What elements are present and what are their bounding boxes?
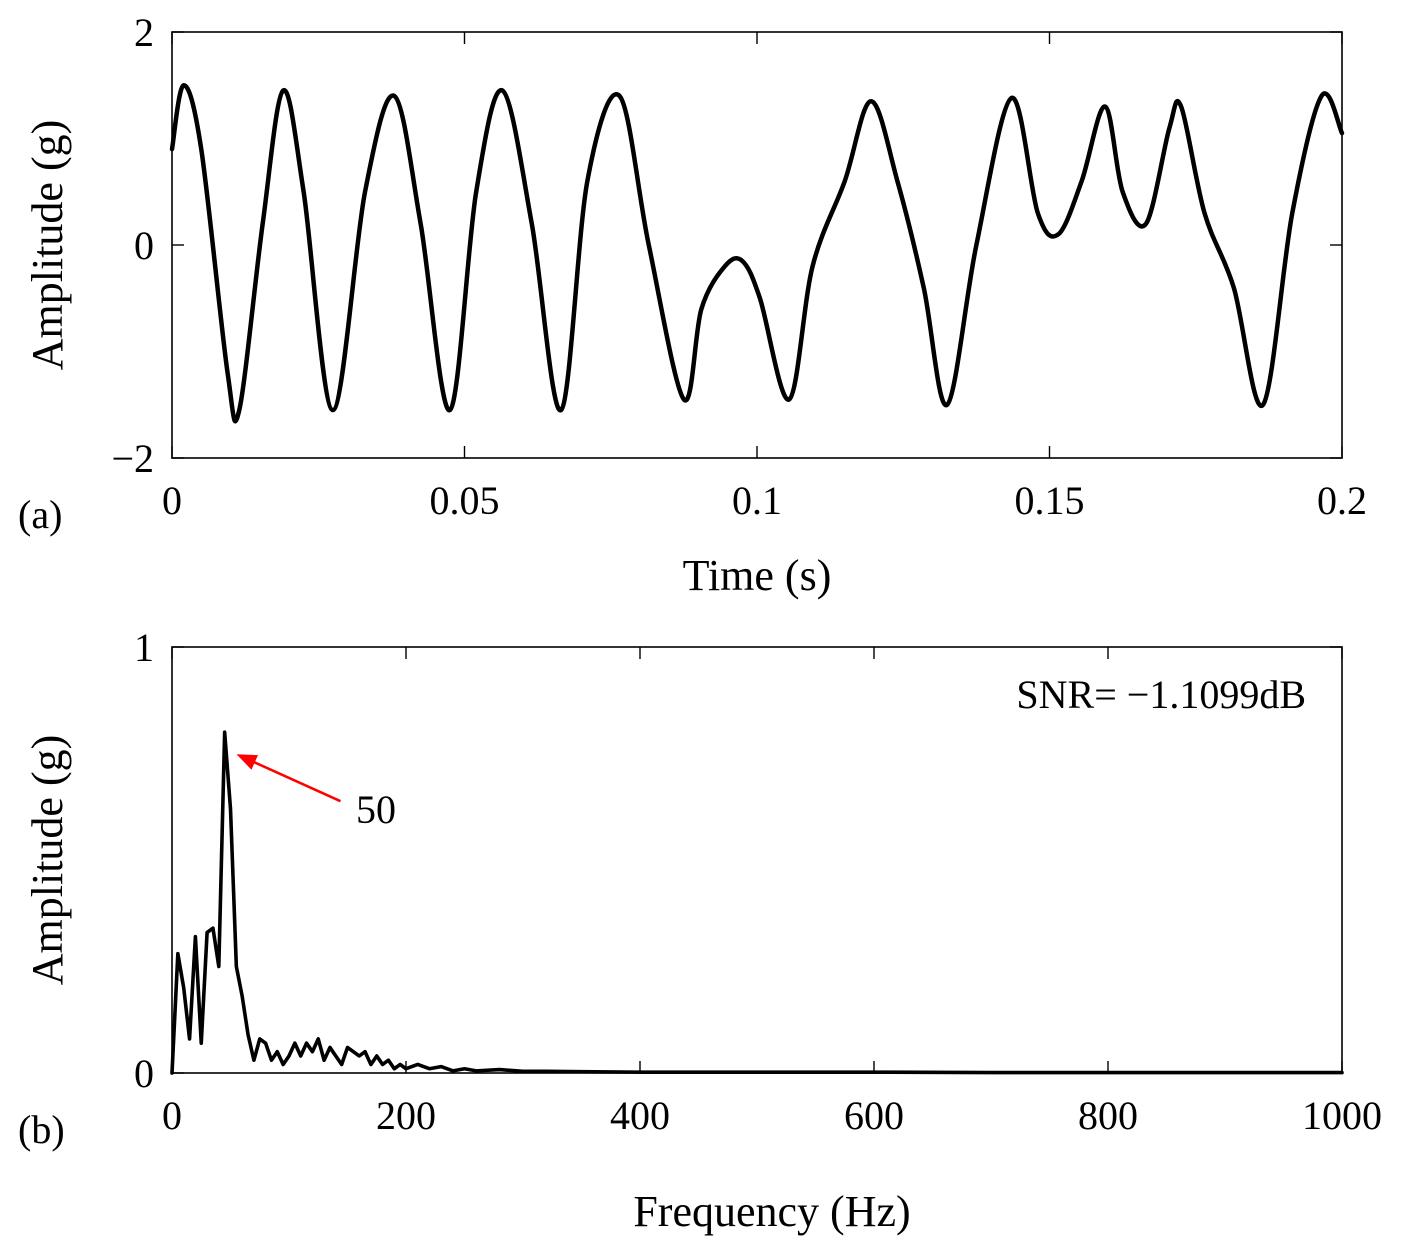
panel-b-x-tick-label: 200 (376, 1093, 436, 1138)
panel-b-label: (b) (18, 1107, 65, 1152)
panel-a: 0 0.05 0.1 0.15 0.2−202 Time (s) Amplitude (… (18, 10, 1367, 600)
panel-b-x-tick-label: 400 (610, 1093, 670, 1138)
panel-a-series-line (169, 83, 1345, 424)
panel-b-ticks (171, 646, 1343, 1074)
panel-a-y-tick-label: −2 (111, 436, 154, 481)
peak-frequency-annotation: 50 (356, 787, 396, 832)
panel-a-x-axis-label: Time (s) (683, 551, 832, 600)
panel-a-axes-frame (171, 31, 1343, 459)
panel-b-x-tick-label: 1000 (1302, 1093, 1382, 1138)
peak-arrow-head (236, 754, 259, 770)
panel-b-tick-labels: 0 200 400 600 800 1000 0 1 (134, 625, 1382, 1138)
panel-b-y-tick-label: 0 (134, 1051, 154, 1096)
panel-b-series-line (170, 730, 1344, 1075)
panel-b-x-tick-label: 600 (844, 1093, 904, 1138)
peak-arrow-shaft (245, 757, 342, 803)
panel-a-x-tick-label: 0 (162, 478, 182, 523)
panel-b-axes-frame (171, 646, 1343, 1074)
peak-arrow (236, 754, 342, 803)
panel-a-y-axis-label: Amplitude (g) (23, 120, 72, 371)
panel-a-marks (169, 83, 1345, 424)
panel-a-x-tick-label: 0.2 (1317, 478, 1367, 523)
panel-a-ticks (171, 31, 1343, 459)
panel-a-x-tick-label: 0.05 (430, 478, 500, 523)
panel-b-x-tick-label: 0 (162, 1093, 182, 1138)
panel-a-x-tick-label: 0.1 (732, 478, 782, 523)
panel-b-y-axis-label: Amplitude (g) (23, 735, 72, 986)
panel-a-tick-labels: 0 0.05 0.1 0.15 0.2−202 (111, 10, 1367, 523)
panel-b-y-tick-label: 1 (134, 625, 154, 670)
panel-a-x-tick-label: 0.15 (1015, 478, 1085, 523)
panel-b-x-axis-label: Frequency (Hz) (633, 1187, 910, 1236)
panel-b-marks (170, 730, 1344, 1075)
panel-b: 0 200 400 600 800 1000 0 1 Frequency (Hz) Ampli… (18, 625, 1382, 1236)
snr-annotation: SNR= −1.1099dB (1016, 672, 1306, 717)
panel-a-label: (a) (18, 492, 62, 537)
panel-a-y-tick-label: 0 (134, 223, 154, 268)
panel-a-y-tick-label: 2 (134, 10, 154, 55)
panel-b-x-tick-label: 800 (1078, 1093, 1138, 1138)
